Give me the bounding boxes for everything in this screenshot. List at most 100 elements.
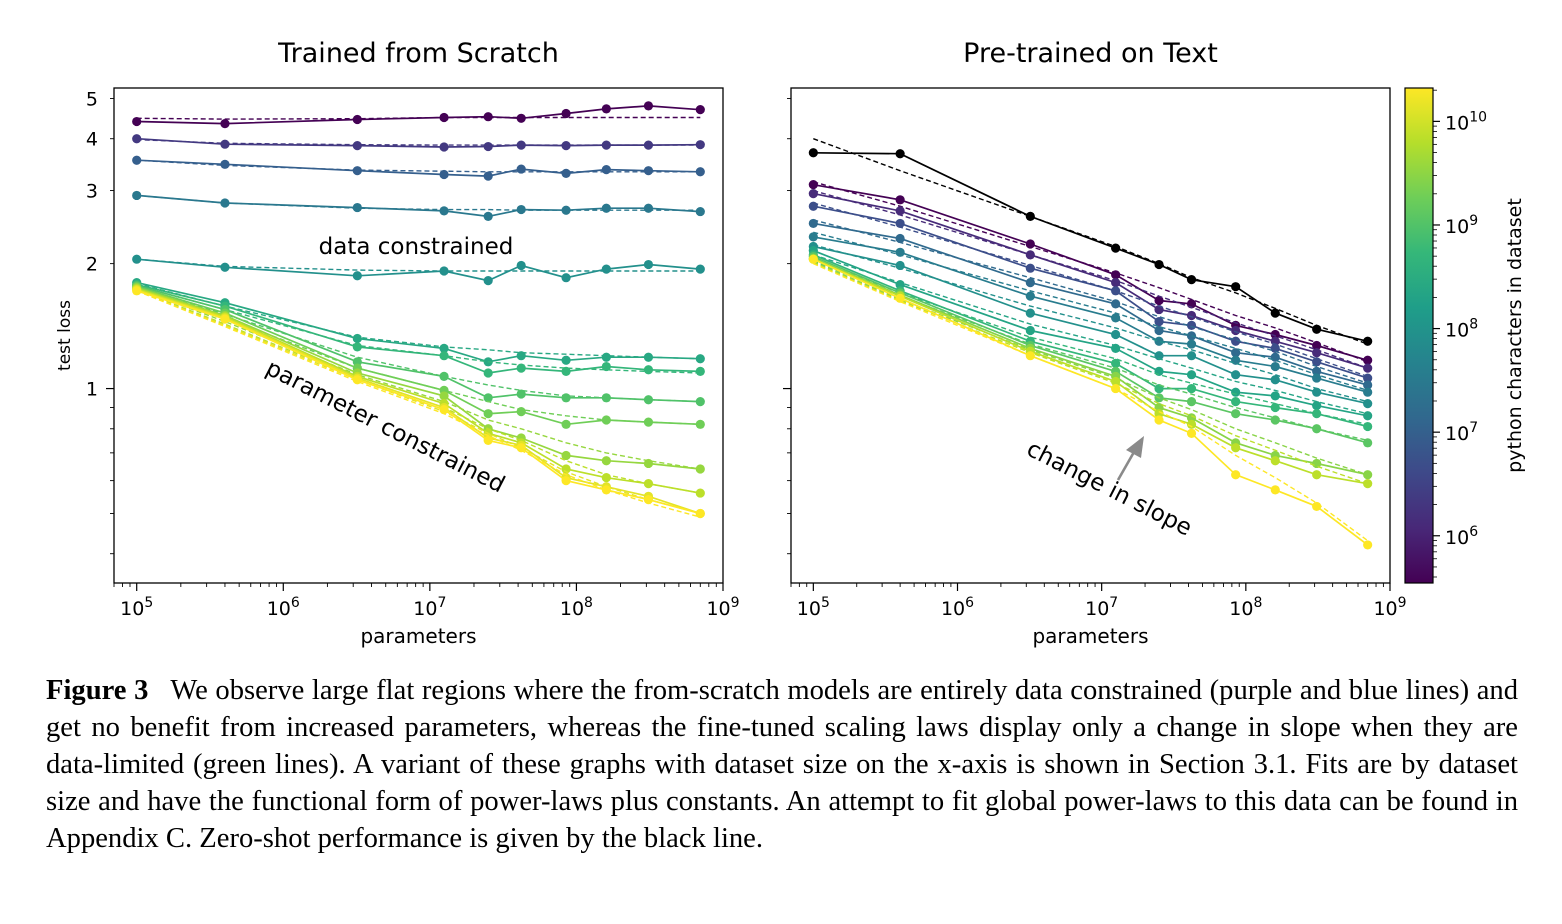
fit-line — [813, 254, 1368, 415]
data-point — [1154, 295, 1164, 306]
series-line — [136, 283, 701, 374]
data-point — [643, 259, 654, 270]
data-point — [1231, 325, 1241, 336]
data-point — [601, 165, 611, 175]
series-line — [813, 236, 1368, 394]
series-zero-shot — [808, 138, 1373, 346]
x-tick-label: 109 — [1373, 595, 1406, 620]
series-line — [813, 151, 1368, 343]
data-point — [561, 476, 571, 486]
data-point — [1363, 540, 1373, 550]
data-point — [1363, 355, 1373, 365]
arrow-shaft — [1116, 451, 1136, 481]
data-point — [643, 140, 654, 150]
series-1 — [808, 188, 1373, 373]
data-point — [516, 407, 526, 417]
series-line — [136, 194, 701, 218]
data-point — [516, 113, 526, 123]
data-point — [695, 140, 705, 150]
data-point — [483, 368, 493, 378]
colorbar-tick-label: 109 — [1445, 213, 1478, 238]
series-3 — [132, 190, 705, 221]
series-line — [136, 258, 701, 282]
series-11 — [808, 254, 1373, 550]
data-point — [895, 149, 905, 159]
data-point — [1270, 308, 1280, 318]
figure: Trained from Scratch 105 106 107 108 109 param… — [55, 38, 1526, 648]
data-point — [1186, 275, 1197, 285]
data-point — [561, 366, 571, 376]
data-point — [1025, 308, 1035, 318]
data-point — [132, 190, 142, 201]
panel-title: Pre-trained on Text — [963, 38, 1218, 69]
data-point — [695, 419, 705, 429]
data-point — [1312, 357, 1322, 367]
data-point — [1270, 456, 1280, 466]
x-tick-label: 107 — [413, 595, 446, 620]
data-point — [1231, 387, 1241, 397]
data-point — [1025, 291, 1035, 301]
data-point — [1270, 485, 1280, 495]
data-point — [1154, 317, 1164, 327]
fit-line — [136, 290, 701, 518]
data-point — [601, 473, 611, 483]
data-point — [1186, 351, 1197, 361]
series-2 — [132, 155, 705, 181]
series-line — [136, 281, 701, 363]
data-point — [1025, 351, 1035, 361]
fit-line — [813, 181, 1368, 363]
data-point — [516, 363, 526, 373]
fit-line — [813, 258, 1368, 425]
data-point — [601, 140, 611, 150]
data-point — [643, 395, 654, 405]
data-point — [516, 204, 526, 215]
data-point — [439, 112, 449, 123]
x-tick-label: 106 — [941, 595, 974, 620]
data-point — [220, 119, 230, 129]
colorbar: 106 107 108 109 1010 python characters in dat… — [1404, 87, 1526, 584]
data-point — [561, 419, 571, 429]
data-point — [483, 409, 493, 419]
data-point — [1270, 361, 1280, 372]
data-point — [695, 366, 705, 376]
data-point — [1270, 402, 1280, 413]
data-point — [1231, 397, 1241, 407]
y-tick-label: 2 — [86, 254, 98, 276]
data-point — [1111, 329, 1121, 340]
plot-frame — [790, 87, 1391, 584]
annotation-data-constrained: data constrained — [319, 234, 514, 260]
data-point — [1025, 278, 1035, 288]
data-point — [483, 112, 493, 122]
series-4 — [808, 231, 1373, 397]
data-point — [1111, 376, 1121, 387]
data-point — [895, 195, 905, 205]
data-point — [808, 218, 818, 229]
data-point — [516, 140, 526, 150]
data-point — [352, 271, 362, 281]
x-tick-label: 108 — [560, 595, 593, 620]
series-6 — [808, 246, 1373, 421]
data-point — [516, 351, 526, 361]
data-point — [643, 352, 654, 362]
data-point — [695, 397, 705, 407]
data-point — [695, 264, 705, 274]
data-point — [1154, 415, 1164, 425]
data-point — [1186, 320, 1197, 330]
data-point — [643, 417, 654, 427]
colorbar-tick-label: 107 — [1445, 420, 1478, 445]
data-point — [601, 104, 611, 114]
data-point — [1312, 373, 1322, 383]
series-line — [136, 287, 701, 494]
data-point — [220, 198, 230, 208]
y-tick-label: 4 — [86, 129, 98, 151]
data-point — [643, 479, 654, 489]
data-point — [1111, 383, 1121, 394]
data-point — [1186, 428, 1197, 438]
data-point — [483, 141, 493, 152]
data-point — [643, 458, 654, 469]
data-point — [1154, 325, 1164, 336]
data-point — [1312, 348, 1322, 358]
data-point — [1363, 363, 1373, 373]
data-point — [1186, 339, 1197, 349]
data-point — [808, 148, 818, 158]
